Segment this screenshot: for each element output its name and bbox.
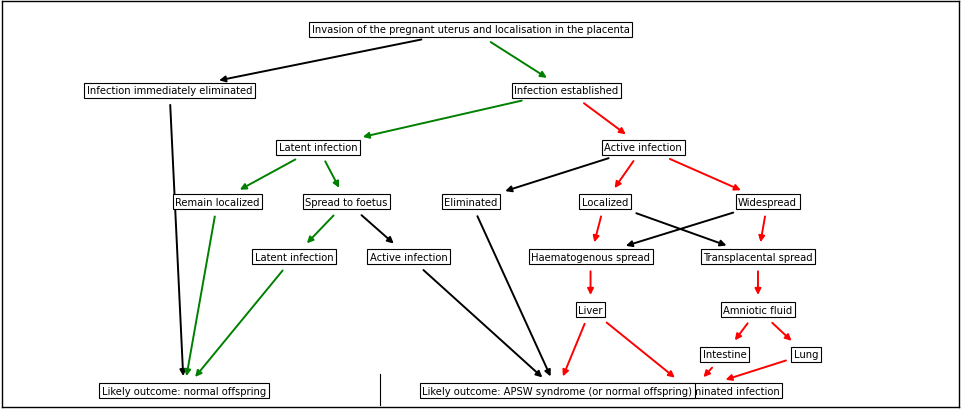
Text: Eliminated: Eliminated	[444, 198, 498, 207]
Text: Lung: Lung	[794, 349, 818, 359]
Text: Likely outcome: APSW syndrome (or normal offspring): Likely outcome: APSW syndrome (or normal…	[422, 386, 692, 396]
Text: Liver: Liver	[579, 305, 603, 315]
Text: Infection immediately eliminated: Infection immediately eliminated	[86, 86, 253, 96]
Text: Intestine: Intestine	[702, 349, 747, 359]
Text: Localized or disseminated infection: Localized or disseminated infection	[603, 386, 779, 396]
Text: Active infection: Active infection	[370, 252, 448, 262]
Text: Haematogenous spread: Haematogenous spread	[531, 252, 650, 262]
Text: Remain localized: Remain localized	[175, 198, 259, 207]
Text: Amniotic fluid: Amniotic fluid	[724, 305, 793, 315]
Text: Invasion of the pregnant uterus and localisation in the placenta: Invasion of the pregnant uterus and loca…	[312, 25, 629, 36]
Text: Latent infection: Latent infection	[255, 252, 333, 262]
Text: Infection established: Infection established	[514, 86, 619, 96]
Text: Localized: Localized	[581, 198, 628, 207]
Text: Transplacental spread: Transplacental spread	[703, 252, 813, 262]
Text: Spread to foetus: Spread to foetus	[306, 198, 387, 207]
Text: Likely outcome: normal offspring: Likely outcome: normal offspring	[102, 386, 266, 396]
Text: Active infection: Active infection	[604, 143, 682, 153]
Text: Widespread: Widespread	[738, 198, 797, 207]
Text: Latent infection: Latent infection	[279, 143, 357, 153]
